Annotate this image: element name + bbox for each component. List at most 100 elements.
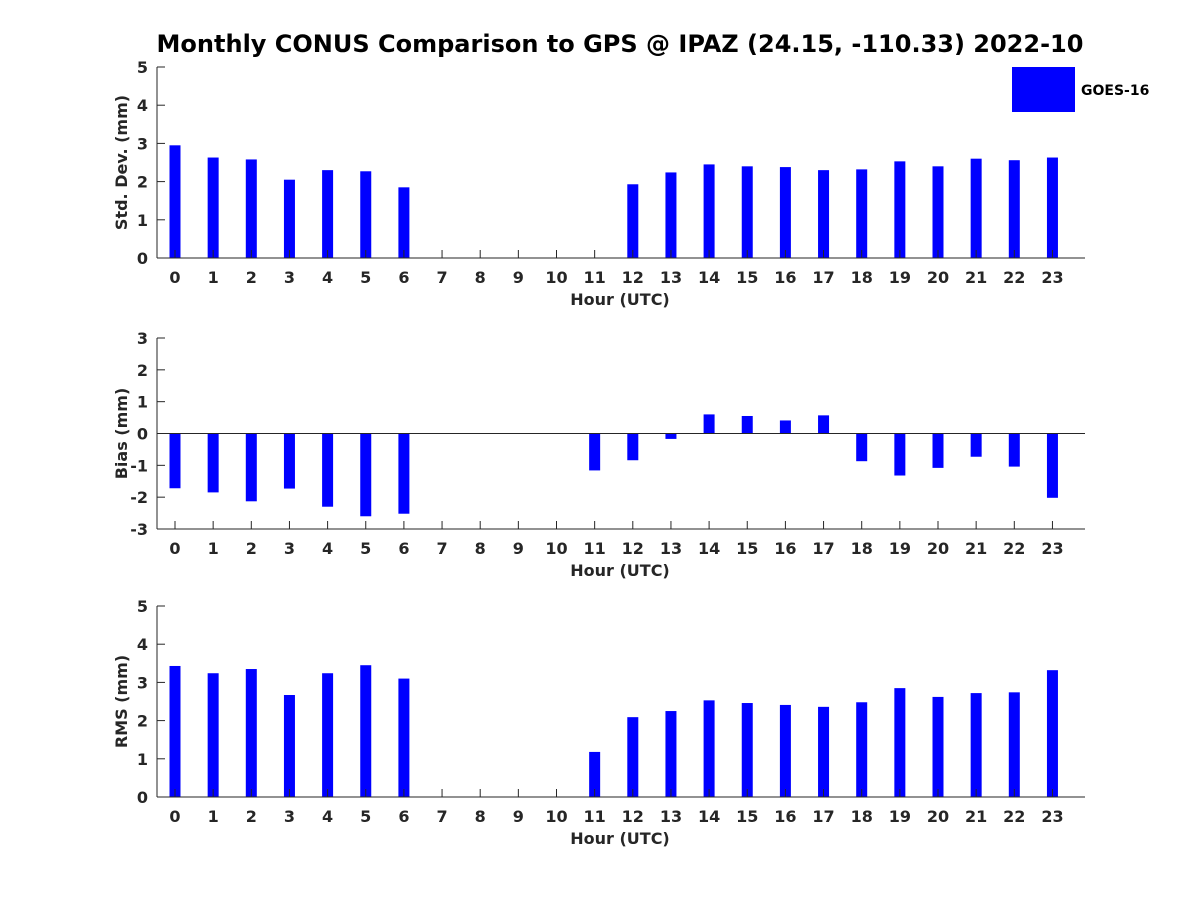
bar-hour-3 [283,179,295,258]
x-tick-label: 0 [169,807,180,826]
bar-hour-4 [322,433,334,507]
x-tick-label: 14 [698,539,720,558]
bar-hour-6 [398,187,410,258]
bar-hour-19 [894,688,906,797]
bar-hour-16 [779,704,791,797]
x-tick-label: 22 [1003,807,1025,826]
bar-hour-11 [589,751,601,797]
bar-hour-12 [627,717,639,797]
x-tick-label: 1 [208,807,219,826]
x-tick-label: 8 [475,539,486,558]
bar-hour-17 [818,170,830,258]
bar-hour-17 [818,415,830,434]
x-tick-label: 3 [284,539,295,558]
bar-hour-0 [169,433,181,489]
x-tick-label: 5 [360,807,371,826]
x-tick-label: 19 [889,268,911,287]
bar-hour-5 [360,665,372,797]
x-tick-label: 2 [246,807,257,826]
y-tick-label: -1 [130,456,148,475]
y-tick-label: 0 [137,425,148,444]
x-tick-label: 1 [208,268,219,287]
y-tick-label: 2 [137,712,148,731]
x-tick-label: 18 [851,807,873,826]
x-tick-label: 10 [545,539,567,558]
y-axis-label: Std. Dev. (mm) [112,95,131,230]
bar-hour-13 [665,711,677,797]
x-tick-label: 22 [1003,539,1025,558]
x-tick-label: 4 [322,539,333,558]
x-tick-label: 0 [169,268,180,287]
bar-hour-22 [1008,692,1020,797]
x-tick-label: 12 [622,807,644,826]
bar-hour-22 [1008,160,1020,258]
x-tick-label: 5 [360,268,371,287]
x-tick-label: 17 [812,807,834,826]
x-tick-label: 9 [513,807,524,826]
x-axis-label: Hour (UTC) [570,829,670,848]
x-tick-label: 4 [322,807,333,826]
bar-hour-14 [703,164,715,258]
x-tick-label: 23 [1041,807,1063,826]
x-tick-label: 3 [284,807,295,826]
bar-hour-15 [741,166,753,258]
bar-hour-19 [894,161,906,258]
bar-hour-2 [245,159,257,258]
x-axis-label: Hour (UTC) [570,290,670,309]
x-tick-label: 13 [660,539,682,558]
bar-hour-4 [322,673,334,797]
x-tick-label: 5 [360,539,371,558]
y-tick-label: 3 [137,134,148,153]
bar-hour-0 [169,145,181,258]
bar-hour-2 [245,433,257,502]
x-tick-label: 7 [436,807,447,826]
bar-hour-1 [207,673,219,797]
x-tick-label: 7 [436,268,447,287]
bar-hour-22 [1008,433,1020,467]
x-tick-label: 15 [736,539,758,558]
bar-hour-20 [932,696,944,797]
x-tick-label: 22 [1003,268,1025,287]
bar-hour-14 [703,414,715,434]
bar-hour-1 [207,157,219,258]
bar-hour-23 [1046,433,1058,498]
bar-hour-21 [970,433,982,457]
legend-swatch [1012,67,1075,112]
bar-hour-3 [283,433,295,489]
bar-hour-13 [665,433,677,439]
bar-hour-13 [665,172,677,258]
x-tick-label: 21 [965,807,987,826]
x-tick-label: 19 [889,807,911,826]
x-tick-label: 20 [927,268,949,287]
bar-hour-16 [779,420,791,434]
x-tick-label: 14 [698,268,720,287]
bar-hour-20 [932,166,944,258]
x-axis-label: Hour (UTC) [570,561,670,580]
x-tick-label: 11 [584,807,606,826]
x-tick-label: 2 [246,268,257,287]
bar-hour-18 [856,702,868,797]
y-tick-label: 0 [137,249,148,268]
x-tick-label: 13 [660,807,682,826]
bar-hour-3 [283,695,295,797]
x-tick-label: 15 [736,807,758,826]
bar-hour-18 [856,169,868,258]
x-tick-label: 12 [622,539,644,558]
x-tick-label: 8 [475,268,486,287]
y-tick-label: 4 [137,635,148,654]
x-tick-label: 20 [927,539,949,558]
bar-hour-20 [932,433,944,468]
bar-hour-5 [360,433,372,517]
bar-hour-6 [398,433,410,514]
x-tick-label: 16 [774,539,796,558]
x-tick-label: 9 [513,539,524,558]
x-tick-label: 11 [584,539,606,558]
bar-hour-4 [322,170,334,258]
x-tick-label: 23 [1041,268,1063,287]
x-tick-label: 14 [698,807,720,826]
x-tick-label: 18 [851,268,873,287]
x-tick-label: 0 [169,539,180,558]
y-tick-label: 3 [137,673,148,692]
